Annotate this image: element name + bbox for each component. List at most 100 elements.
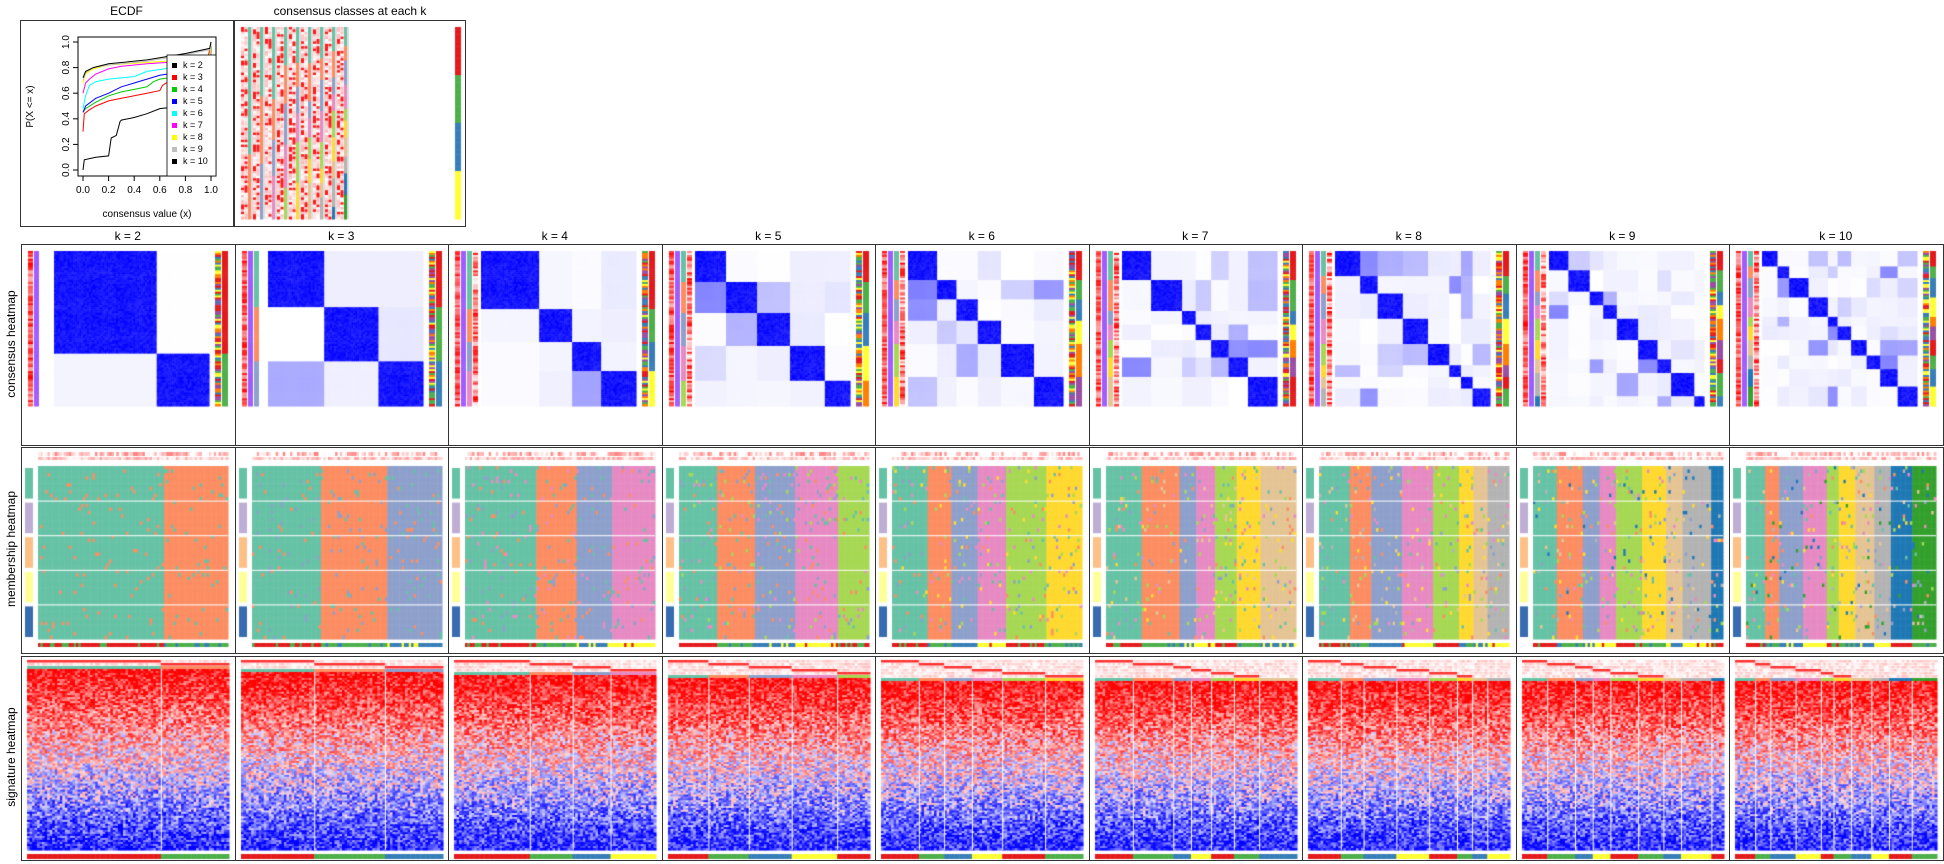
column-title-k10: k = 10 [1819, 229, 1853, 243]
signature-heatmap-k3 [234, 656, 449, 861]
x-tick-label: 0.6 [153, 185, 167, 196]
signature-heatmap-k4 [448, 656, 663, 861]
heatmap-canvas [662, 657, 875, 860]
legend-swatch [172, 147, 177, 152]
signature-heatmap-k10 [1729, 656, 1944, 861]
legend-label: k = 3 [183, 72, 203, 82]
heatmap-canvas [1730, 448, 1942, 653]
x-tick-label: 0.8 [178, 185, 192, 196]
heatmap-canvas [662, 448, 875, 653]
heatmap-canvas [235, 448, 448, 653]
heatmap-canvas [876, 657, 1088, 860]
membership-heatmap-k2 [21, 447, 236, 654]
legend-swatch [172, 87, 177, 92]
y-tick-label: 0.2 [61, 137, 72, 151]
heatmap-canvas [1516, 245, 1729, 445]
x-tick-label: 0.2 [102, 185, 116, 196]
heatmap-canvas [876, 245, 1088, 445]
y-tick-label: 0.0 [61, 163, 72, 177]
column-title-k5: k = 5 [755, 229, 782, 243]
legend-label: k = 10 [183, 156, 208, 166]
column-title-k8: k = 8 [1395, 229, 1422, 243]
membership-heatmap-k7 [1088, 447, 1303, 654]
consensus-heatmap-k6 [875, 244, 1090, 446]
legend-label: k = 2 [183, 60, 203, 70]
heatmap-canvas [1730, 245, 1942, 445]
row-label-0: consensus heatmap [4, 289, 18, 398]
legend-swatch [172, 111, 177, 116]
heatmap-canvas [662, 245, 875, 445]
membership-heatmap-k6 [875, 447, 1090, 654]
y-tick-label: 0.6 [61, 86, 72, 100]
y-tick-label: 0.4 [61, 111, 72, 125]
signature-heatmap-k7 [1088, 656, 1303, 861]
row-label-2: signature heatmap [4, 707, 18, 807]
heatmap-canvas [235, 657, 448, 860]
heatmap-canvas [1730, 657, 1942, 860]
legend-swatch [172, 63, 177, 68]
ecdf-line-k9 [82, 41, 212, 81]
y-tick-label: 1.0 [61, 35, 72, 49]
membership-heatmap-k5 [661, 447, 876, 654]
consensus-heatmap-k4 [448, 244, 663, 446]
heatmap-canvas [1089, 657, 1302, 860]
signature-heatmap-k6 [875, 656, 1090, 861]
legend-label: k = 8 [183, 132, 203, 142]
membership-heatmap-k10 [1729, 447, 1944, 654]
column-title-k2: k = 2 [114, 229, 141, 243]
heatmap-canvas [22, 245, 234, 445]
heatmap-canvas [22, 448, 234, 653]
legend-swatch [172, 159, 177, 164]
ecdf-title: ECDF [110, 4, 143, 18]
consensus-heatmap-k10 [1729, 244, 1944, 446]
heatmap-canvas [449, 657, 661, 860]
consensus-heatmap-k5 [661, 244, 876, 446]
ecdf-chart: 0.0 0.2 0.4 0.6 0.8 1.0 0.0 0.2 0.4 0.6 0.8 1.0 cons… [25, 35, 218, 220]
membership-heatmap-k8 [1302, 447, 1517, 654]
consensus-heatmap-k8 [1302, 244, 1517, 446]
membership-heatmap-k3 [234, 447, 449, 654]
x-tick-label: 0.4 [127, 185, 141, 196]
heatmap-canvas [22, 657, 234, 860]
legend-swatch [172, 75, 177, 80]
y-tick-label: 0.8 [61, 60, 72, 74]
heatmap-canvas [876, 448, 1088, 653]
consensus-heatmap-k9 [1515, 244, 1730, 446]
ecdf-line-k10 [82, 41, 212, 78]
legend-label: k = 5 [183, 96, 203, 106]
legend-swatch [172, 123, 177, 128]
classes-title: consensus classes at each k [273, 4, 427, 18]
column-title-k6: k = 6 [968, 229, 995, 243]
heatmap-canvas [1516, 657, 1729, 860]
legend-label: k = 4 [183, 84, 203, 94]
heatmap-canvas [1303, 245, 1515, 445]
consensus-classes-panel [234, 20, 466, 227]
heatmap-canvas [449, 448, 661, 653]
column-title-k4: k = 4 [541, 229, 568, 243]
consensus-heatmap-k7 [1088, 244, 1303, 446]
heatmap-canvas [449, 245, 661, 445]
column-title-k3: k = 3 [328, 229, 355, 243]
legend-label: k = 6 [183, 108, 203, 118]
ecdf-panel: 0.0 0.2 0.4 0.6 0.8 1.0 0.0 0.2 0.4 0.6 0.8 1.0 cons… [20, 20, 234, 227]
heatmap-canvas [1089, 448, 1302, 653]
y-axis-label: P(X <= x) [25, 85, 36, 127]
heatmap-canvas [1303, 657, 1515, 860]
column-title-k9: k = 9 [1609, 229, 1636, 243]
consensus-classes-heatmap [235, 21, 465, 226]
signature-heatmap-k5 [661, 656, 876, 861]
consensus-heatmap-k2 [21, 244, 236, 446]
legend-swatch [172, 99, 177, 104]
column-title-k7: k = 7 [1182, 229, 1209, 243]
heatmap-canvas [235, 245, 448, 445]
row-label-1: membership heatmap [4, 490, 18, 608]
signature-heatmap-k9 [1515, 656, 1730, 861]
signature-heatmap-k8 [1302, 656, 1517, 861]
membership-heatmap-k4 [448, 447, 663, 654]
legend-swatch [172, 135, 177, 140]
legend-label: k = 9 [183, 144, 203, 154]
heatmap-canvas [1516, 448, 1729, 653]
x-tick-label: 1.0 [204, 185, 218, 196]
heatmap-canvas [1303, 448, 1515, 653]
x-axis-label: consensus value (x) [103, 209, 192, 220]
